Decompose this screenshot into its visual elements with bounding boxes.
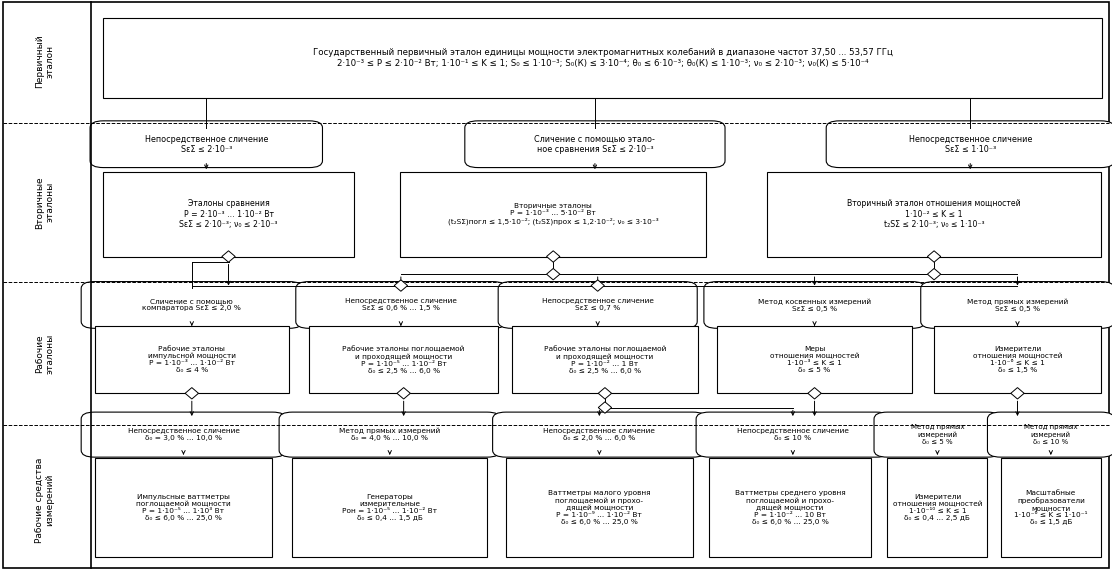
Text: Непосредственное сличение
SεΣ ≤ 0,7 %: Непосредственное сличение SεΣ ≤ 0,7 % xyxy=(542,299,654,311)
Text: Метод прямых
измерений
δ₀ ≤ 5 %: Метод прямых измерений δ₀ ≤ 5 % xyxy=(911,424,964,445)
FancyBboxPatch shape xyxy=(95,326,289,393)
FancyBboxPatch shape xyxy=(465,121,725,168)
FancyBboxPatch shape xyxy=(506,458,693,557)
Text: Вторичный эталон отношения мощностей
1·10⁻² ≤ K ≤ 1
t₂SΣ ≤ 2·10⁻³; ν₀ ≤ 1·10⁻³: Вторичный эталон отношения мощностей 1·1… xyxy=(847,200,1021,229)
FancyBboxPatch shape xyxy=(921,282,1112,328)
Text: Непосредственное сличение
δ₀ ≤ 2,0 % ... 6,0 %: Непосредственное сличение δ₀ ≤ 2,0 % ...… xyxy=(544,428,655,441)
Polygon shape xyxy=(927,251,941,262)
Text: Ваттметры среднего уровня
поглощаемой и прохо-
дящей мощности
P = 1·10⁻² ... 10 : Ваттметры среднего уровня поглощаемой и … xyxy=(735,490,845,525)
FancyBboxPatch shape xyxy=(296,282,506,328)
Text: Первичный
эталон: Первичный эталон xyxy=(34,34,54,88)
Text: Измерители
отношения мощностей
1·10⁻⁶ ≤ K ≤ 1
δ₀ ≤ 1,5 %: Измерители отношения мощностей 1·10⁻⁶ ≤ … xyxy=(973,346,1062,373)
FancyBboxPatch shape xyxy=(887,458,987,557)
Polygon shape xyxy=(598,388,612,399)
FancyBboxPatch shape xyxy=(103,172,354,256)
Polygon shape xyxy=(185,388,198,399)
Text: Рабочие эталоны поглощаемой
и проходящей мощности
P = 1·10⁻² ... 1 Вт
δ₀ ≤ 2,5 %: Рабочие эталоны поглощаемой и проходящей… xyxy=(544,345,666,374)
Text: Сличение с помощью этало-
ное сравнения SεΣ ≤ 2·10⁻³: Сличение с помощью этало- ное сравнения … xyxy=(535,135,655,154)
FancyBboxPatch shape xyxy=(493,412,706,457)
Polygon shape xyxy=(547,268,559,280)
Text: Рабочие средства
измерений: Рабочие средства измерений xyxy=(34,457,54,543)
FancyBboxPatch shape xyxy=(400,172,706,256)
Text: Вторичные
эталоны: Вторичные эталоны xyxy=(34,176,54,229)
Polygon shape xyxy=(807,388,822,399)
FancyBboxPatch shape xyxy=(512,326,698,393)
FancyBboxPatch shape xyxy=(103,18,1102,98)
Text: Сличение с помощью
компаратора SεΣ ≤ 2,0 %: Сличение с помощью компаратора SεΣ ≤ 2,0… xyxy=(142,299,241,311)
FancyBboxPatch shape xyxy=(498,282,697,328)
Polygon shape xyxy=(592,280,605,291)
Polygon shape xyxy=(397,388,410,399)
Text: Государственный первичный эталон единицы мощности электромагнитных колебаний в д: Государственный первичный эталон единицы… xyxy=(312,48,893,68)
FancyBboxPatch shape xyxy=(292,458,487,557)
FancyBboxPatch shape xyxy=(874,412,1001,457)
Text: Непосредственное сличение
δ₀ = 3,0 % ... 10,0 %: Непосредственное сличение δ₀ = 3,0 % ...… xyxy=(128,428,239,441)
Text: Меры
отношения мощностей
1·10⁻³ ≤ K ≤ 1
δ₀ ≤ 5 %: Меры отношения мощностей 1·10⁻³ ≤ K ≤ 1 … xyxy=(770,346,860,373)
FancyBboxPatch shape xyxy=(81,412,286,457)
FancyBboxPatch shape xyxy=(767,172,1101,256)
Text: Рабочие
эталоны: Рабочие эталоны xyxy=(34,333,54,373)
Text: Генераторы
измерительные
Pон = 1·10⁻⁵ ... 1·10⁻² Вт
δ₀ ≤ 0,4 ... 1,5 дБ: Генераторы измерительные Pон = 1·10⁻⁵ ..… xyxy=(342,494,437,521)
FancyBboxPatch shape xyxy=(704,282,925,328)
FancyBboxPatch shape xyxy=(81,282,302,328)
Text: Импульсные ваттметры
поглощаемой мощности
P = 1·10⁻⁵ ... 1·10³ Вт
δ₀ ≤ 6,0 % ...: Импульсные ваттметры поглощаемой мощност… xyxy=(136,494,231,522)
Text: Рабочие эталоны
импульсной мощности
P = 1·10⁻³ ... 1·10⁻² Вт
δ₀ ≤ 4 %: Рабочие эталоны импульсной мощности P = … xyxy=(148,346,236,373)
Text: Измерители
отношения мощностей
1·10⁻¹⁰ ≤ K ≤ 1
δ₀ ≤ 0,4 ... 2,5 дБ: Измерители отношения мощностей 1·10⁻¹⁰ ≤… xyxy=(893,494,982,522)
FancyBboxPatch shape xyxy=(717,326,912,393)
FancyBboxPatch shape xyxy=(934,326,1101,393)
FancyBboxPatch shape xyxy=(95,458,272,557)
Polygon shape xyxy=(395,280,408,291)
Text: Вторичные эталоны
P = 1·10⁻³ ... 5·10⁻² Вт
(t₂SΣ)погл ≤ 1,5·10⁻²; (t₂SΣ)прох ≤ 1: Вторичные эталоны P = 1·10⁻³ ... 5·10⁻² … xyxy=(448,203,658,225)
Polygon shape xyxy=(1011,388,1024,399)
Polygon shape xyxy=(222,251,236,262)
FancyBboxPatch shape xyxy=(279,412,500,457)
FancyBboxPatch shape xyxy=(1001,458,1101,557)
FancyBboxPatch shape xyxy=(826,121,1112,168)
FancyBboxPatch shape xyxy=(709,458,871,557)
Text: Эталоны сравнения
P = 2·10⁻³ ... 1·10⁻² Вт
SεΣ ≤ 2·10⁻³; ν₀ ≤ 2·10⁻³: Эталоны сравнения P = 2·10⁻³ ... 1·10⁻² … xyxy=(179,200,278,229)
Text: Рабочие эталоны поглощаемой
и проходящей мощности
P = 1·10⁻⁵ ... 1·10⁻² Вт
δ₀ ≤ : Рабочие эталоны поглощаемой и проходящей… xyxy=(342,345,465,374)
FancyBboxPatch shape xyxy=(696,412,890,457)
Text: Метод прямых измерений
SεΣ ≤ 0,5 %: Метод прямых измерений SεΣ ≤ 0,5 % xyxy=(966,298,1069,312)
Text: Непосредственное сличение
SεΣ ≤ 0,6 % ... 1,5 %: Непосредственное сличение SεΣ ≤ 0,6 % ..… xyxy=(345,299,457,311)
Text: Непосредственное сличение
δ₀ ≤ 10 %: Непосредственное сличение δ₀ ≤ 10 % xyxy=(737,428,848,441)
FancyBboxPatch shape xyxy=(309,326,498,393)
FancyBboxPatch shape xyxy=(3,2,1109,568)
Polygon shape xyxy=(927,268,941,280)
Text: Непосредственное сличение
SεΣ ≤ 2·10⁻³: Непосредственное сличение SεΣ ≤ 2·10⁻³ xyxy=(145,135,268,154)
Text: Непосредственное сличение
SεΣ ≤ 1·10⁻³: Непосредственное сличение SεΣ ≤ 1·10⁻³ xyxy=(909,135,1032,154)
Polygon shape xyxy=(547,251,559,262)
Text: Метод косвенных измерений
SεΣ ≤ 0,5 %: Метод косвенных измерений SεΣ ≤ 0,5 % xyxy=(758,298,871,312)
Text: Метод прямых измерений
δ₀ = 4,0 % ... 10,0 %: Метод прямых измерений δ₀ = 4,0 % ... 10… xyxy=(339,428,440,441)
Text: Ваттметры малого уровня
поглощаемой и прохо-
дящей мощности
P = 1·10⁻⁹ ... 1·10⁻: Ваттметры малого уровня поглощаемой и пр… xyxy=(548,490,651,525)
Text: Масштабные
преобразователи
мощности
1·10⁻⁶ ≤ K ≤ 1·10⁻¹
δ₀ ≤ 1,5 дБ: Масштабные преобразователи мощности 1·10… xyxy=(1014,490,1088,525)
FancyBboxPatch shape xyxy=(90,121,322,168)
Polygon shape xyxy=(598,402,612,413)
Text: Метод прямых
измерений
δ₀ ≤ 10 %: Метод прямых измерений δ₀ ≤ 10 % xyxy=(1024,424,1078,445)
FancyBboxPatch shape xyxy=(987,412,1112,457)
